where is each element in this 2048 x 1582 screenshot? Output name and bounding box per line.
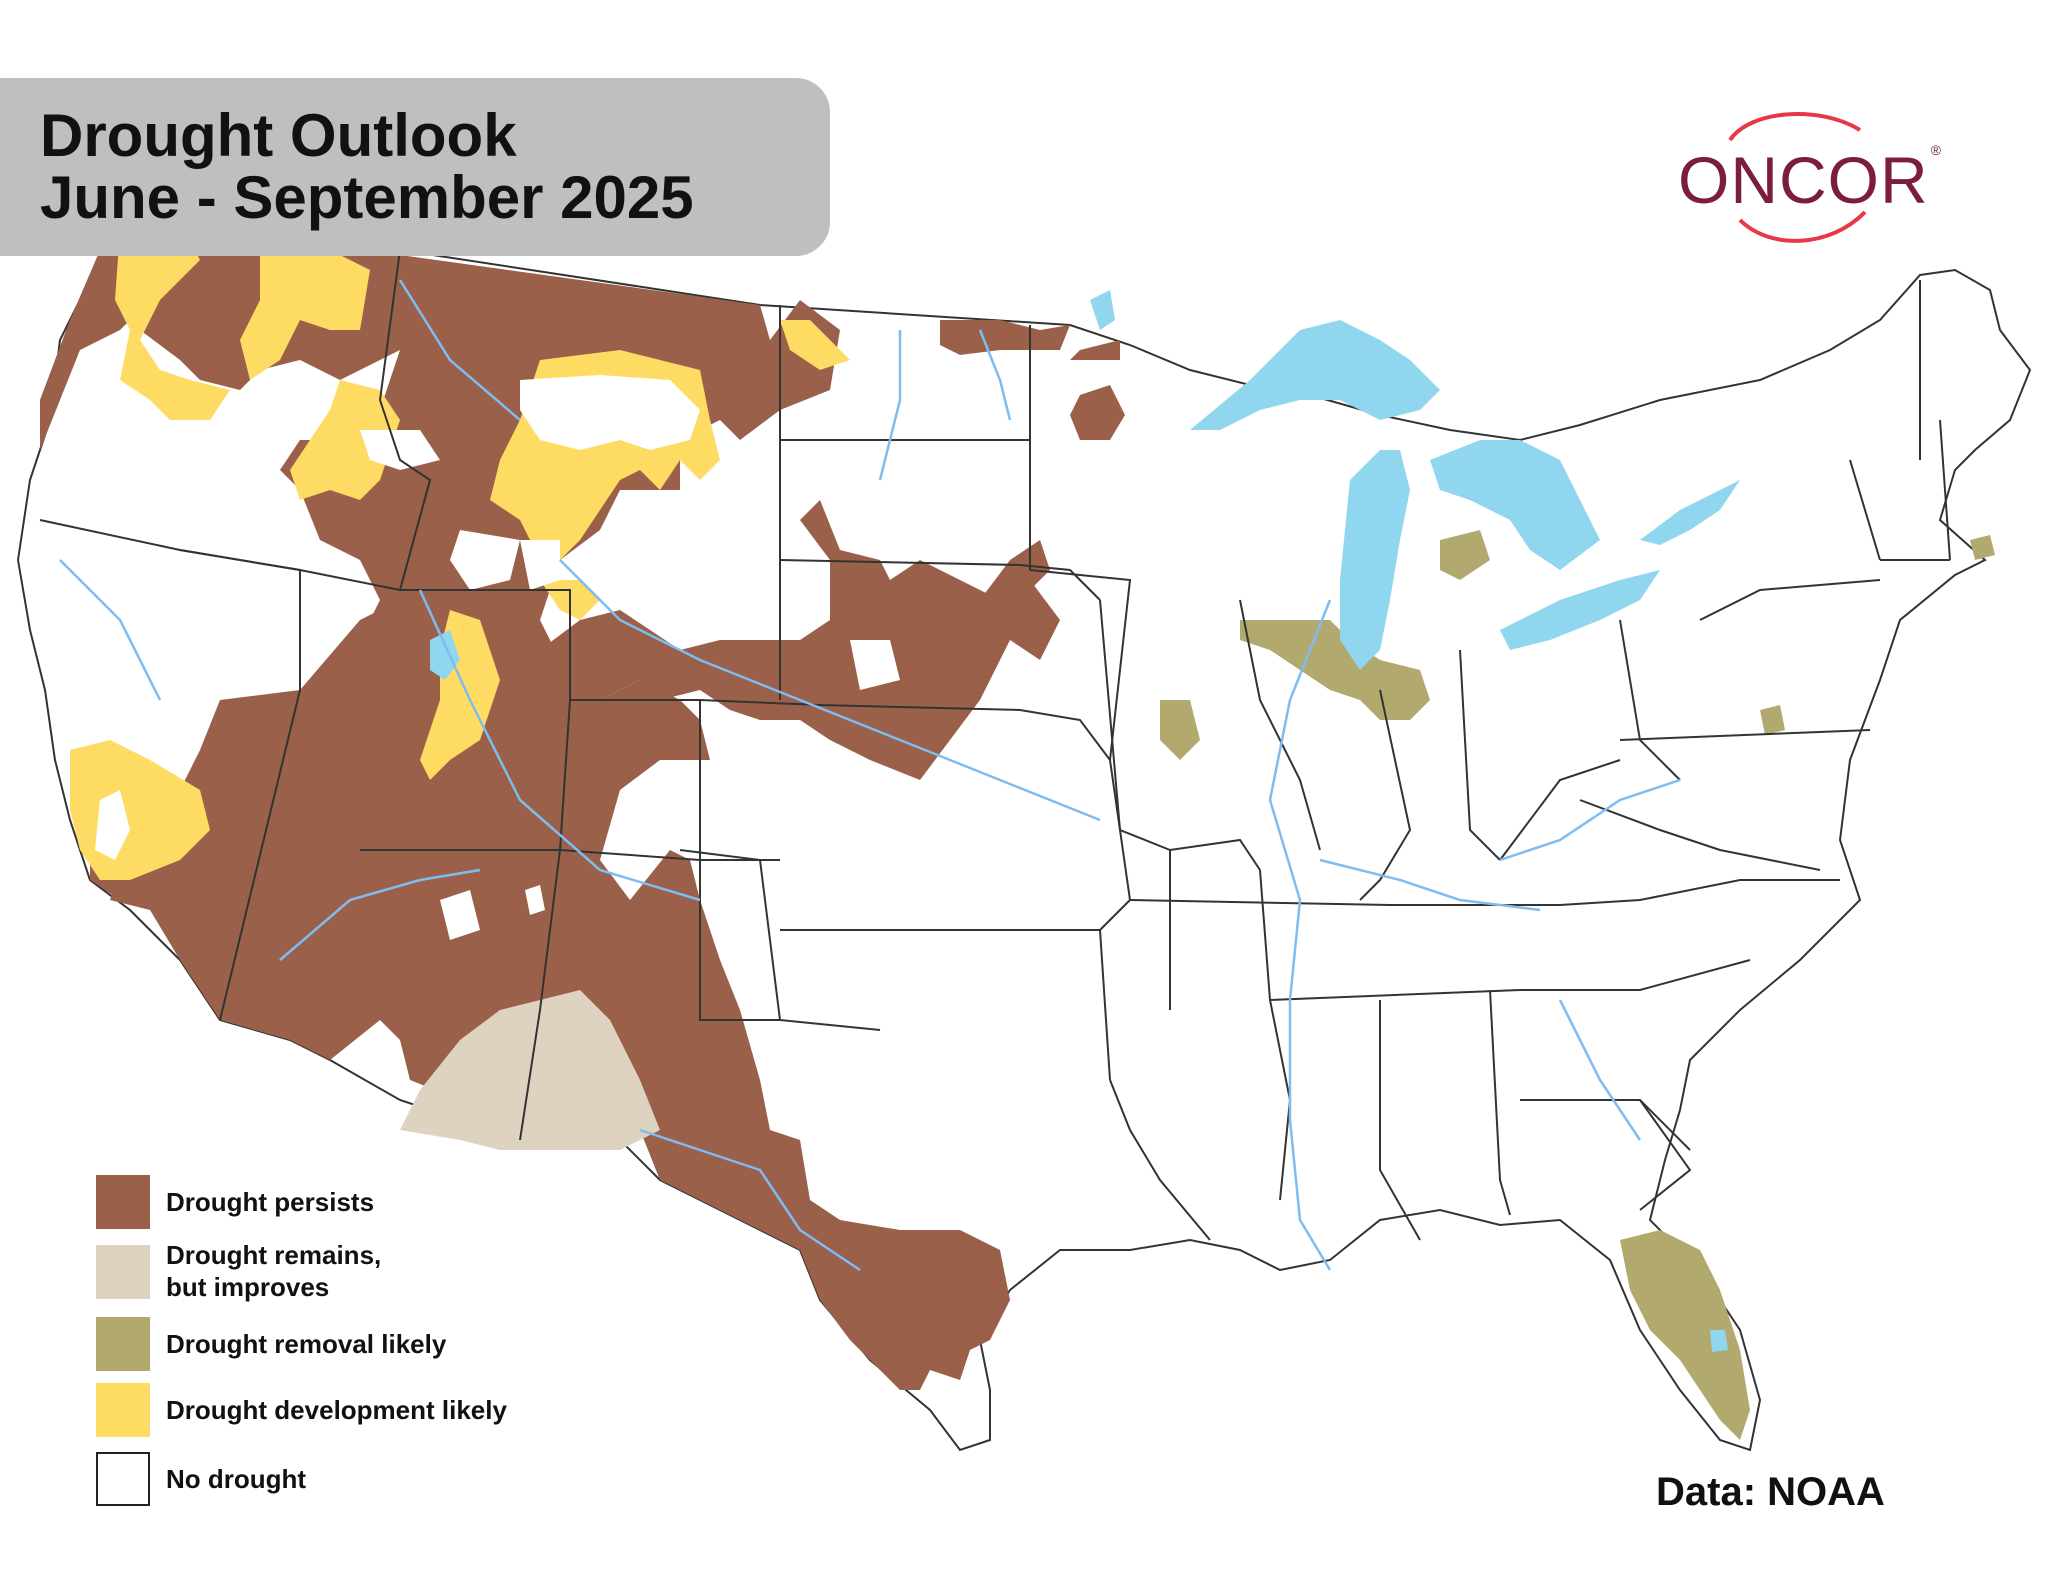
legend-swatch-white xyxy=(96,1452,150,1506)
legend-swatch-tan xyxy=(96,1245,150,1299)
title-banner: Drought Outlook June - September 2025 xyxy=(0,78,830,256)
data-source-label: Data: NOAA xyxy=(1656,1470,1885,1514)
legend-item-drought-development: Drought development likely xyxy=(96,1383,616,1443)
legend-swatch-olive xyxy=(96,1317,150,1371)
legend-item-no-drought: No drought xyxy=(96,1452,616,1512)
legend-label: Drought removal likely xyxy=(166,1329,447,1359)
legend-label: No drought xyxy=(166,1464,307,1494)
logo-swoosh-icon xyxy=(1728,112,1867,243)
legend-label: Drought remains, xyxy=(166,1240,382,1270)
rivers xyxy=(59,279,1681,1272)
logo-wordmark: ONCOR ® xyxy=(1678,142,1942,217)
title-line-1: Drought Outlook xyxy=(40,102,517,169)
state-borders xyxy=(39,249,1951,1241)
title-line-2: June - September 2025 xyxy=(40,164,694,231)
legend-item-drought-persists: Drought persists xyxy=(96,1175,616,1235)
legend-label: but improves xyxy=(166,1272,330,1302)
legend-swatch-brown xyxy=(96,1175,150,1229)
legend-item-drought-improves: Drought remains, but improves xyxy=(96,1240,616,1305)
legend-label: Drought persists xyxy=(166,1187,375,1217)
legend-item-drought-removal: Drought removal likely xyxy=(96,1317,616,1377)
oncor-logo: ONCOR ® xyxy=(1660,100,1941,250)
legend-label: Drought development likely xyxy=(166,1395,507,1425)
water-bodies xyxy=(430,290,1740,1352)
legend-swatch-yellow xyxy=(96,1383,150,1437)
